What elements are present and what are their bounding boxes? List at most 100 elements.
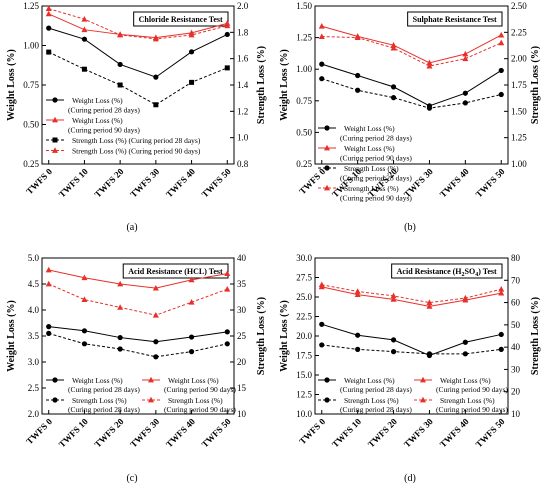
data-point [45, 266, 52, 273]
data-point [426, 62, 433, 69]
left-tick-label: 25.0 [296, 292, 312, 302]
data-point [462, 50, 469, 57]
data-point [462, 339, 468, 345]
legend-label: (Curing period 28 days) [340, 405, 412, 414]
series-3 [45, 5, 231, 42]
right-tick-label: 1.6 [237, 54, 249, 64]
series-line [48, 326, 228, 343]
series-line [321, 63, 502, 107]
legend-marker [324, 397, 330, 403]
chart-title: Acid Resistance (HCL) Test [128, 267, 223, 276]
series-3 [45, 280, 231, 318]
series-1 [318, 283, 505, 309]
data-point [355, 72, 361, 79]
data-point [153, 354, 159, 360]
legend-label: (Curing period 28 days) [68, 405, 140, 414]
x-tick-label: TWFS 10 [330, 416, 363, 449]
left-tick-label: 0.25 [23, 159, 39, 169]
legend-label: (Curing period 90 days) [436, 405, 508, 414]
data-point [81, 341, 88, 347]
x-tick-label: TWFS 40 [438, 166, 471, 199]
title-frame [133, 11, 229, 27]
data-point [188, 349, 195, 355]
left-tick-label: 1.50 [296, 1, 312, 11]
right-axis-label: Strength Loss (%) [530, 297, 541, 375]
data-point [224, 270, 231, 276]
x-tick-label: TWFS 20 [366, 416, 399, 449]
chart-panel-a: 0.25 0.50 0.75 1.00 1.25 0.8 1.0 1.2 1.4 1.6 1.8 2.… [6, 1, 267, 233]
legend-label: Weight Loss (%) [168, 376, 219, 385]
right-tick-label: 1.2 [237, 106, 248, 116]
data-point [152, 35, 159, 42]
x-tick-label: TWFS 30 [128, 166, 161, 199]
data-point [81, 274, 88, 281]
left-tick-label: 4.5 [28, 279, 40, 289]
series-line [48, 269, 228, 289]
chart-title: Sulphate Resistance Test [413, 15, 497, 24]
legend-marker [52, 97, 58, 103]
data-point [498, 67, 504, 74]
left-tick-label: 0.50 [23, 120, 39, 130]
left-tick-label: 10.0 [296, 409, 312, 419]
chart-panel-b: 0.25 0.50 0.75 1.00 1.25 1.50 1.00 1.25 1.50 1.75… [279, 1, 541, 233]
legend: Weight Loss (%)(Curing period 28 days)We… [46, 376, 236, 414]
chart-title-part: ) Test [478, 267, 497, 276]
data-point [355, 346, 361, 352]
right-tick-label: 1.25 [511, 133, 527, 143]
data-point [319, 61, 325, 67]
legend-label: Strength Loss (%) [344, 164, 399, 173]
right-tick-label: 1.8 [237, 27, 249, 37]
data-point [45, 10, 52, 17]
series-line [321, 323, 502, 357]
left-tick-label: 2.0 [28, 409, 40, 419]
right-tick-label: 20 [237, 357, 247, 367]
legend-marker [52, 116, 58, 123]
x-tick-label: TWFS 30 [402, 416, 435, 449]
legend-label: (Curing period 28 days) [340, 385, 412, 394]
data-point [189, 79, 195, 85]
data-point [426, 299, 433, 305]
x-tick-label: TWFS 40 [438, 416, 471, 449]
left-tick-label: 2.5 [28, 383, 40, 393]
title-frame [407, 11, 503, 27]
left-axis-label: Weight Loss (%) [6, 49, 17, 121]
data-point [45, 5, 52, 12]
right-tick-label: 10 [237, 409, 247, 419]
right-tick-label: 2.50 [511, 1, 527, 11]
legend-label: Strength Loss (%) (Curing period 28 days… [72, 136, 201, 145]
left-tick-label: 20.0 [296, 331, 312, 341]
data-point [426, 59, 433, 66]
data-point [462, 351, 468, 357]
data-point [498, 346, 504, 352]
legend-marker [52, 377, 58, 383]
data-point [462, 55, 469, 62]
data-point [318, 23, 325, 29]
x-tick-label: TWFS 20 [92, 166, 125, 199]
legend: Weight Loss (%)(Curing period 28 days)We… [46, 96, 201, 156]
series-2 [319, 76, 504, 111]
legend-marker [324, 184, 330, 191]
series-line [48, 27, 228, 78]
data-point [81, 328, 88, 334]
panel-caption: (a) [126, 222, 137, 233]
data-point [153, 74, 159, 80]
legend-label: (Curing period 90 days) [340, 194, 412, 203]
data-point [117, 346, 123, 352]
series-0 [46, 25, 230, 80]
legend-marker [52, 137, 58, 143]
left-tick-label: 1.00 [23, 41, 39, 51]
chart-title: Acid Resistance (H2SO4) Test [397, 267, 497, 278]
right-axis-label: Strength Loss (%) [256, 297, 267, 375]
right-tick-label: 15 [237, 383, 247, 393]
data-point [117, 334, 123, 341]
data-point [354, 34, 361, 40]
right-tick-label: 35 [237, 279, 247, 289]
data-point [426, 303, 433, 309]
x-tick-label: TWFS 10 [57, 166, 90, 199]
left-tick-label: 17.5 [296, 351, 312, 361]
title-frame [391, 263, 503, 279]
chart-title-box: Sulphate Resistance Test [407, 11, 503, 27]
data-point [318, 33, 325, 39]
right-tick-label: 2.25 [511, 27, 527, 37]
data-point [426, 351, 433, 357]
